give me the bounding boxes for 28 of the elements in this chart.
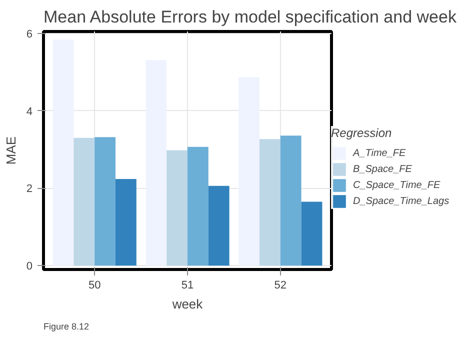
x-axis-title: week (171, 296, 204, 312)
bar (146, 60, 167, 266)
bar (74, 138, 95, 266)
legend-title: Regression (331, 126, 393, 140)
bar (260, 139, 280, 266)
chart-title: Mean Absolute Errors by model specification and week (44, 8, 457, 26)
bar (188, 146, 208, 266)
x-tick-label: 51 (181, 280, 194, 292)
bar (52, 40, 74, 266)
legend-label: D_Space_Time_Lags (353, 196, 450, 206)
bar (166, 150, 188, 266)
y-tick-label: 6 (26, 28, 33, 40)
y-tick-label: 2 (26, 183, 33, 196)
x-tick-label: 50 (88, 280, 101, 292)
bar (94, 137, 116, 266)
bar (238, 77, 260, 266)
x-tick-label: 52 (274, 280, 287, 292)
bar (208, 186, 230, 266)
y-tick-label: 4 (26, 106, 33, 118)
y-axis-title: MAE (3, 136, 18, 165)
bar (280, 136, 302, 266)
legend-label: B_Space_FE (353, 164, 412, 174)
legend-label: A_Time_FE (353, 148, 406, 158)
caption: Figure 8.12 (44, 322, 90, 332)
y-tick-label: 0 (26, 260, 33, 273)
legend-label: C_Space_Time_FE (353, 180, 440, 190)
bar (301, 202, 322, 266)
bar (116, 178, 136, 266)
